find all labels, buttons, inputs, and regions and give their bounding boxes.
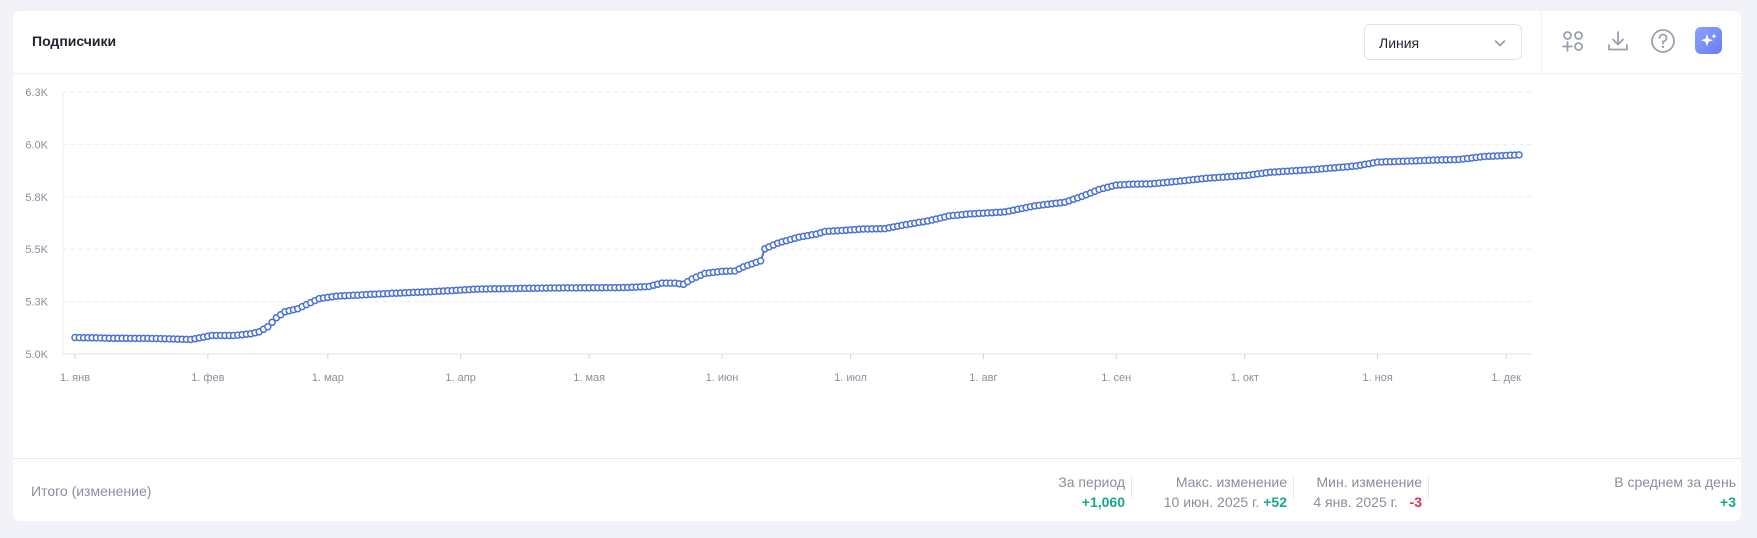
x-tick-label: 1. ноя [1362, 372, 1392, 384]
header-divider [1541, 11, 1542, 74]
stat-avg-name: В среднем за день [1614, 474, 1736, 490]
data-point [756, 257, 765, 265]
ai-assistant-button[interactable] [1695, 27, 1722, 54]
y-tick-label: 5.0K [25, 349, 48, 361]
series-markers [71, 151, 1523, 344]
card-header: Подписчики Линия [13, 11, 1741, 74]
download-button[interactable] [1603, 26, 1633, 56]
x-tick-label: 1. сен [1101, 372, 1131, 384]
x-tick-label: 1. фев [191, 372, 224, 384]
x-tick-label: 1. июл [834, 372, 867, 384]
y-tick-label: 5.3K [25, 297, 48, 309]
stat-separator [1428, 476, 1429, 498]
x-tick-label: 1. дек [1491, 372, 1521, 384]
stat-avg-value-row: +3 [1614, 493, 1736, 511]
x-tick-label: 1. апр [445, 372, 475, 384]
help-button[interactable] [1648, 26, 1678, 56]
stat-daily-average: В среднем за день +3 [1614, 473, 1736, 511]
add-widget-button[interactable] [1558, 26, 1588, 56]
x-axis: 1. янв 1. фев 1. мар 1. апр 1. мая 1. июн 1. и… [60, 354, 1521, 384]
ai-sparkle-icon [1700, 33, 1717, 46]
y-tick-label: 5.8K [25, 192, 48, 204]
stat-max-value: +52 [1263, 494, 1287, 510]
stat-avg-value: +3 [1720, 494, 1736, 510]
chart-type-select[interactable]: Линия [1364, 24, 1522, 60]
stat-min-value-row: 4 янв. 2025 г. -3 [1313, 493, 1422, 511]
stat-max-date: 10 июн. 2025 г. [1163, 494, 1260, 510]
chevron-down-icon [1494, 40, 1506, 47]
line-chart: 5.0K5.3K5.5K5.8K6.0K6.3K 1. янв 1. фев 1. … [25, 87, 1531, 384]
chart-type-select-value: Линия [1379, 35, 1420, 51]
y-tick-label: 6.0K [25, 139, 48, 151]
gridlines [62, 91, 1531, 355]
summary-footer: Итого (изменение) За период +1,060 Макс.… [13, 458, 1741, 521]
stat-period-value: +1,060 [1081, 494, 1125, 510]
stat-max-change: Макс. изменение 10 июн. 2025 г. +52 [1164, 473, 1287, 511]
stat-min-name: Мин. изменение [1316, 474, 1423, 490]
subscribers-card: Подписчики Линия [13, 11, 1741, 521]
stat-min-date: 4 янв. 2025 г. [1313, 494, 1398, 510]
chart-title: Подписчики [32, 33, 117, 49]
x-tick-label: 1. мая [573, 372, 605, 384]
stat-period: За период +1,060 [1058, 473, 1125, 511]
download-icon [1608, 31, 1628, 51]
help-icon [1651, 29, 1675, 53]
x-tick-label: 1. авг [969, 372, 997, 384]
stat-period-name: За период [1058, 474, 1125, 490]
summary-label: Итого (изменение) [31, 483, 152, 499]
stat-separator [1293, 476, 1294, 498]
stat-max-name: Макс. изменение [1175, 474, 1287, 490]
stat-min-change: Мин. изменение 4 янв. 2025 г. -3 [1313, 473, 1422, 511]
x-tick-label: 1. июн [706, 372, 739, 384]
stat-period-value-row: +1,060 [1058, 493, 1125, 511]
y-tick-label: 5.5K [25, 244, 48, 256]
data-point [264, 323, 272, 331]
y-axis: 5.0K 5.3K 5.5K 5.8K 6.0K 6.3K [25, 87, 48, 361]
stat-min-value: -3 [1409, 494, 1422, 510]
stat-max-value-row: 10 июн. 2025 г. +52 [1164, 493, 1287, 511]
x-tick-label: 1. окт [1231, 372, 1259, 384]
x-tick-label: 1. мар [312, 372, 344, 384]
y-tick-label: 6.3K [25, 87, 48, 99]
stat-separator [1131, 476, 1132, 498]
x-tick-label: 1. янв [60, 372, 90, 384]
grid-add-icon [1562, 31, 1583, 52]
data-point [268, 318, 276, 327]
data-point [1515, 151, 1523, 159]
